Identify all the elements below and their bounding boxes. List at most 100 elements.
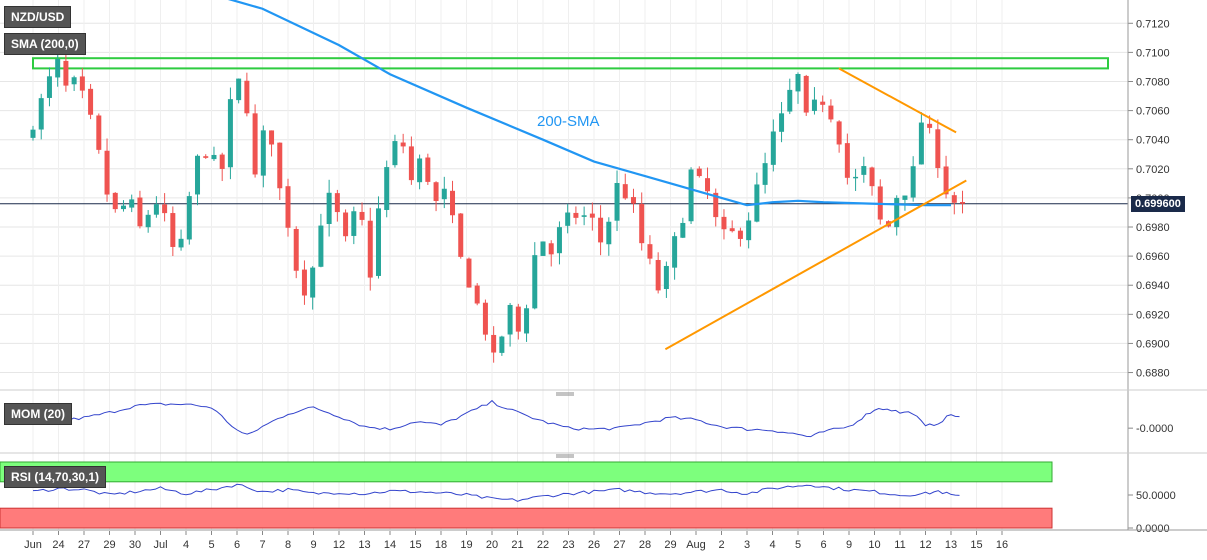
candle-body <box>351 211 357 236</box>
x-tick-label: 27 <box>613 539 625 551</box>
candle-body <box>88 88 94 115</box>
rsi-panel: 50.0000 0.0000 <box>0 461 1176 535</box>
candle-body <box>803 75 809 113</box>
candle-body <box>474 285 480 304</box>
candle-body <box>540 241 546 256</box>
candle-body <box>655 259 661 291</box>
candle-body <box>548 243 554 255</box>
lower-trendline <box>664 179 967 351</box>
candle-body <box>713 192 719 218</box>
candle-body <box>120 205 126 210</box>
candle-body <box>787 89 793 112</box>
rsi-tick-label: 50.0000 <box>1136 490 1176 502</box>
candle-body <box>293 228 299 271</box>
x-tick-label: 6 <box>234 539 240 551</box>
candle-body <box>203 156 209 158</box>
mom-line <box>32 399 960 438</box>
x-tick-label: 24 <box>52 539 64 551</box>
candle-body <box>392 141 398 166</box>
candle-body <box>581 215 587 217</box>
y-tick-label: 0.6900 <box>1136 338 1170 350</box>
x-tick-label: 29 <box>664 539 676 551</box>
x-tick-label: 2 <box>718 539 724 551</box>
x-tick-label: 12 <box>919 539 931 551</box>
candle-body <box>285 186 291 228</box>
x-tick-label: 6 <box>820 539 826 551</box>
rsi-overbought-band <box>0 461 1053 483</box>
last-price-tag: 0.699600 <box>1131 195 1185 212</box>
candle-body <box>606 221 612 245</box>
candle-body <box>318 225 324 267</box>
candle-body <box>79 76 85 91</box>
candle-body <box>277 142 283 189</box>
rsi-oversold-band <box>0 507 1053 529</box>
sma-annotation: 200-SMA <box>537 113 600 130</box>
candle-body <box>195 155 201 195</box>
x-tick-label: 7 <box>259 539 265 551</box>
y-tick-label: 0.6940 <box>1136 280 1170 292</box>
x-tick-label: 9 <box>310 539 316 551</box>
candle-body <box>951 195 957 203</box>
candle-body <box>795 73 801 92</box>
candle-body <box>55 58 61 78</box>
x-tick-label: 13 <box>358 539 370 551</box>
sma-200-line <box>227 0 951 207</box>
x-tick-label: 5 <box>795 539 801 551</box>
candle-body <box>400 142 406 147</box>
upper-trendline <box>838 67 957 134</box>
candle-body <box>269 130 275 145</box>
candle-body <box>499 336 505 353</box>
candles-layer <box>30 51 966 363</box>
x-tick-label: Aug <box>686 539 706 551</box>
y-tick-label: 0.7020 <box>1136 164 1170 176</box>
candle-body <box>861 166 867 175</box>
levels-layer <box>0 57 1128 205</box>
candle-body <box>425 157 431 182</box>
candle-body <box>343 212 349 237</box>
trendlines-layer <box>664 67 967 351</box>
candle-body <box>573 212 579 218</box>
candle-body <box>672 236 678 268</box>
x-axis: Jun 24 27 29 30 Jul 4 5 6 7 8 9 12 13 14 15 18 19 20 21 22 23… <box>24 531 1008 551</box>
candle-body <box>367 220 373 278</box>
candle-body <box>507 304 513 335</box>
candle-body <box>433 182 439 201</box>
x-tick-label: Jul <box>153 539 167 551</box>
candle-body <box>770 131 776 165</box>
candle-body <box>63 60 69 86</box>
candle-body <box>301 269 307 296</box>
x-tick-label: 27 <box>78 539 90 551</box>
candle-body <box>943 166 949 195</box>
x-tick-label: 30 <box>129 539 141 551</box>
x-tick-label: 13 <box>945 539 957 551</box>
x-tick-label: 20 <box>486 539 498 551</box>
candle-body <box>918 122 924 165</box>
candle-body <box>186 196 192 240</box>
candle-body <box>104 150 110 195</box>
candle-body <box>170 213 176 247</box>
candle-body <box>894 197 900 228</box>
candle-body <box>836 121 842 145</box>
x-tick-label: 8 <box>285 539 291 551</box>
candle-body <box>417 158 423 183</box>
candle-body <box>46 76 52 98</box>
candle-body <box>38 98 44 130</box>
candle-body <box>532 255 538 309</box>
candle-body <box>565 212 571 226</box>
candle-body <box>927 123 933 128</box>
candle-body <box>178 238 184 248</box>
rsi-legend-label: RSI (14,70,30,1) <box>4 466 107 488</box>
y-tick-label: 0.7060 <box>1136 106 1170 118</box>
candle-body <box>450 190 456 216</box>
candle-body <box>310 267 316 298</box>
x-tick-label: 21 <box>511 539 523 551</box>
candle-body <box>244 80 250 114</box>
x-tick-label: 12 <box>333 539 345 551</box>
candle-body <box>30 129 36 138</box>
panel-frames <box>0 0 1207 531</box>
candle-body <box>211 154 217 160</box>
candle-body <box>910 166 916 198</box>
sma-layer <box>227 0 951 207</box>
candle-body <box>153 204 159 215</box>
candle-body <box>828 105 834 120</box>
